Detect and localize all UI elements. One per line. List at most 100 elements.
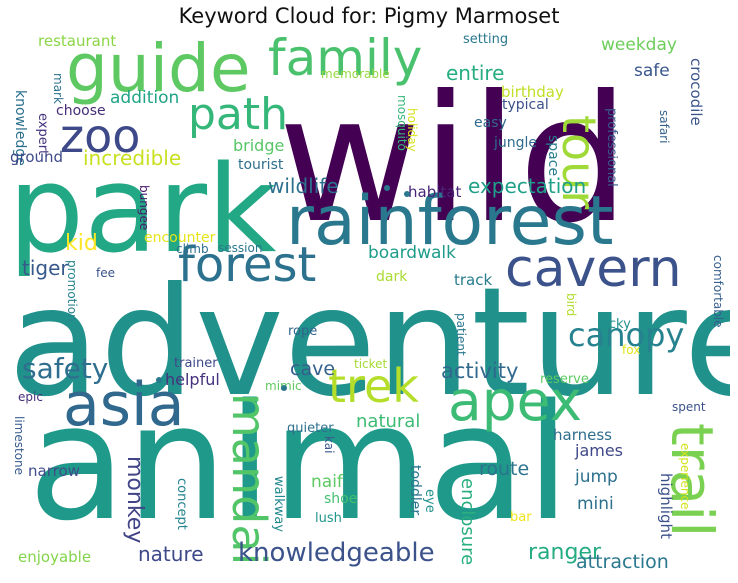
cloud-word-safari: safari — [657, 110, 671, 144]
cloud-word-track: track — [454, 271, 493, 289]
cloud-word-enclosure: enclosure — [457, 478, 478, 566]
cloud-word-experience: experience — [678, 443, 692, 510]
cloud-word-dark: dark — [376, 269, 408, 285]
chart-title: Keyword Cloud for: Pigmy Marmoset — [178, 4, 560, 28]
cloud-word-ticket: ticket — [354, 357, 388, 371]
cloud-word-cave: cave — [290, 358, 336, 380]
cloud-word-trek: trek — [328, 359, 419, 413]
cloud-word-space: space — [545, 135, 561, 177]
cloud-word-harness: harness — [553, 426, 612, 444]
cloud-word-comfortable: comfortable — [711, 255, 725, 328]
cloud-word-cavern: cavern — [505, 239, 682, 299]
cloud-word-climb: climb — [176, 242, 209, 256]
cloud-word-birthday: birthday — [501, 83, 564, 101]
cloud-word-bungee: bungee — [137, 185, 151, 231]
cloud-word-quieter: quieter — [287, 421, 334, 436]
cloud-word-enjoyable: enjoyable — [18, 548, 92, 566]
cloud-word-guide: guide — [66, 33, 251, 107]
cloud-word-rainforest: rainforest — [286, 182, 614, 261]
cloud-word-canopy: canopy — [568, 316, 685, 354]
cloud-word-jungle: jungle — [494, 135, 538, 151]
cloud-word-habitat: habitat — [408, 183, 462, 201]
cloud-word-tourist: tourist — [238, 157, 284, 173]
cloud-word-highlight: highlight — [657, 473, 675, 539]
cloud-word-bar: bar — [510, 510, 532, 525]
cloud-word-kai: kai — [322, 436, 336, 454]
cloud-word-zoo: zoo — [60, 109, 141, 163]
cloud-word-epic: epic — [18, 390, 43, 404]
cloud-word-fee: fee — [96, 266, 115, 280]
cloud-word-toddler: toddler — [407, 465, 423, 516]
cloud-word-expectation: expectation — [468, 174, 587, 198]
cloud-word-apex: apex — [448, 369, 583, 433]
cloud-word-mark: mark — [51, 73, 65, 104]
cloud-word-expert: expert — [35, 113, 50, 156]
cloud-word-concept: concept — [174, 478, 189, 530]
cloud-word-lush: lush — [315, 511, 342, 526]
cloud-word-natural: natural — [356, 411, 421, 432]
cloud-word-weekday: weekday — [601, 35, 677, 55]
cloud-word-memorable: memorable — [321, 67, 390, 81]
cloud-word-helpful: helpful — [165, 370, 220, 389]
cloud-word-tiger: tiger — [22, 256, 69, 280]
cloud-word-addition: addition — [110, 88, 180, 108]
cloud-word-session: session — [218, 241, 263, 255]
cloud-word-asia: asia — [63, 370, 185, 440]
cloud-word-holiday: holiday — [405, 108, 419, 152]
cloud-word-kid: kid — [65, 231, 98, 256]
cloud-word-naif: naif — [311, 472, 343, 492]
cloud-word-restaurant: restaurant — [38, 33, 117, 50]
cloud-word-rope: rope — [288, 324, 318, 339]
cloud-word-monkey: monkey — [122, 456, 147, 544]
cloud-word-trainer: trainer — [174, 356, 218, 371]
cloud-word-safe: safe — [634, 61, 670, 81]
cloud-word-route: route — [479, 458, 530, 480]
cloud-dot — [156, 377, 162, 383]
cloud-word-choose: choose — [56, 103, 106, 119]
cloud-word-setting: setting — [463, 33, 509, 47]
cloud-word-animal: animal — [28, 369, 571, 556]
cloud-word-typical: typical — [502, 97, 549, 113]
cloud-word-mini: mini — [577, 494, 614, 514]
cloud-word-bridge: bridge — [233, 136, 285, 155]
cloud-word-promotion: promotion — [65, 260, 79, 322]
cloud-word-activity: activity — [441, 359, 519, 383]
cloud-word-entire: entire — [446, 61, 505, 85]
cloud-word-path: path — [188, 89, 289, 140]
cloud-word-jump: jump — [575, 467, 618, 487]
cloud-word-professional: professional — [604, 108, 619, 187]
cloud-word-patient: patient — [454, 313, 468, 356]
cloud-word-park: park — [8, 141, 277, 280]
cloud-word-reserve: reserve — [540, 372, 589, 387]
cloud-word-james: james — [575, 441, 624, 460]
word-cloud: wild adventure animal park rainforest guide as… — [8, 33, 730, 583]
cloud-word-limestone: limestone — [12, 416, 26, 476]
cloud-word-incredible: incredible — [83, 146, 182, 170]
cloud-word-wildlife: wildlife — [268, 174, 339, 198]
cloud-word-walkway: walkway — [271, 476, 286, 533]
cloud-word-attraction: attraction — [576, 551, 669, 573]
cloud-word-eye: eye — [422, 489, 437, 513]
cloud-word-nature: nature — [138, 542, 204, 566]
cloud-word-ground: ground — [10, 148, 64, 166]
cloud-word-fox: fox — [622, 343, 641, 357]
cloud-word-encounter: encounter — [144, 230, 216, 246]
cloud-word-ranger: ranger — [528, 540, 602, 565]
cloud-word-easy: easy — [474, 115, 507, 131]
cloud-word-bird: bird — [564, 293, 578, 317]
cloud-word-adventure: adventure — [8, 256, 730, 430]
cloud-word-forest: forest — [178, 237, 317, 293]
cloud-word-safety: safety — [22, 352, 109, 385]
cloud-word-spent: spent — [672, 400, 706, 414]
cloud-word-boardwalk: boardwalk — [368, 243, 456, 263]
cloud-word-family: family — [268, 33, 423, 87]
cloud-word-knowledgeable: knowledgeable — [238, 538, 435, 568]
cloud-dot — [384, 185, 390, 191]
cloud-dot — [281, 385, 287, 391]
cloud-word-crocodile: crocodile — [687, 58, 705, 126]
cloud-word-shoe: shoe — [324, 491, 358, 507]
cloud-word-lucky: lucky — [597, 317, 631, 332]
cloud-word-narrow: narrow — [28, 462, 80, 480]
cloud-word-wild: wild — [278, 59, 630, 262]
cloud-dot — [404, 191, 410, 197]
